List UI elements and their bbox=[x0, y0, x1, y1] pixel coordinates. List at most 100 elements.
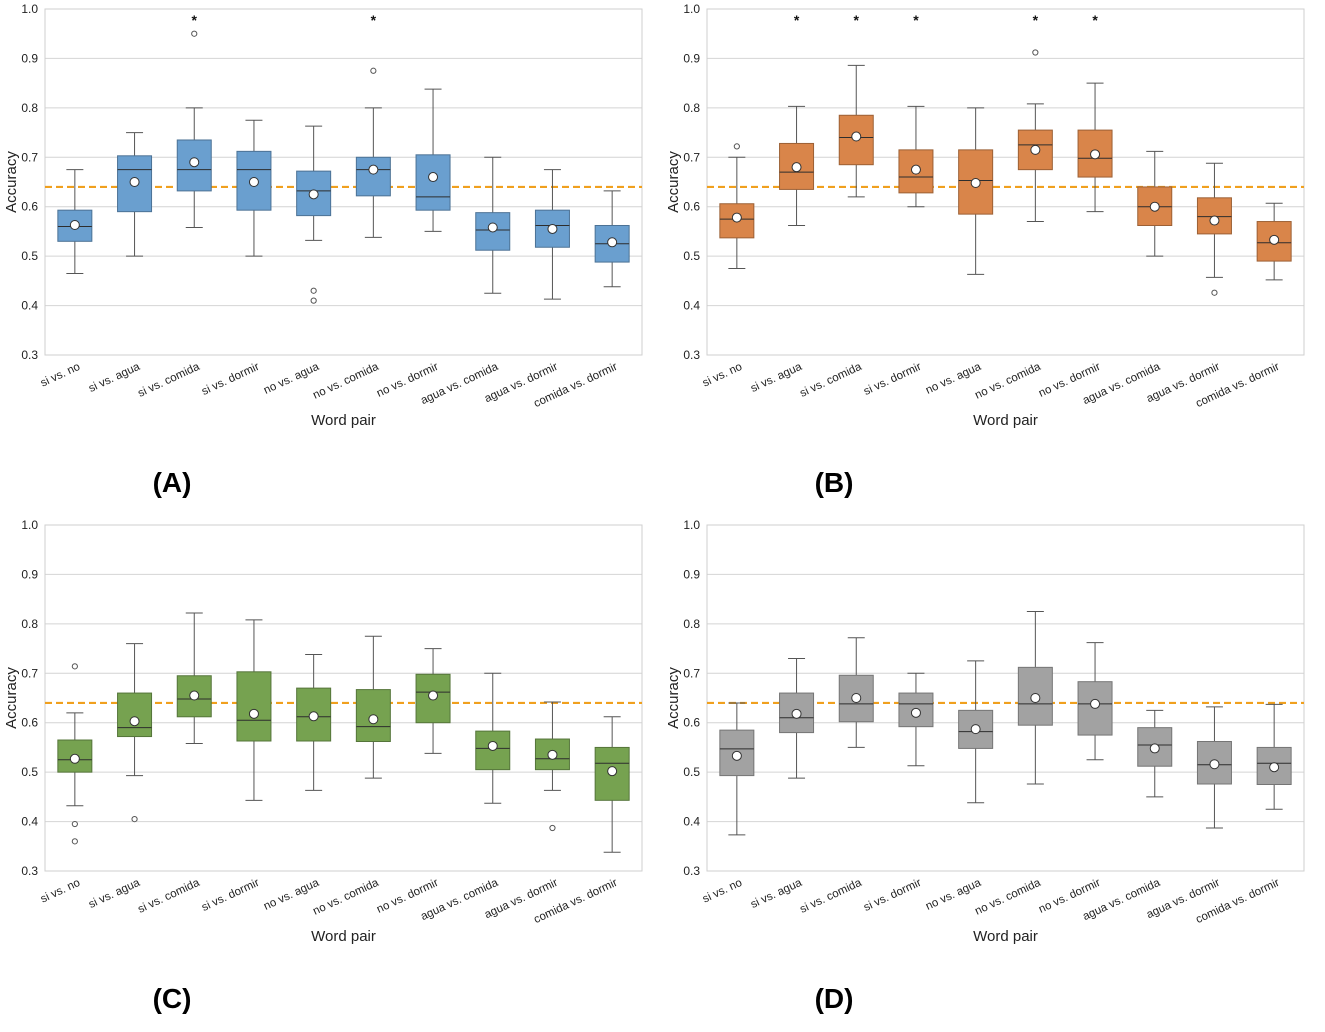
x-tick-label: no vs. comida bbox=[311, 877, 381, 918]
y-tick-label: 0.4 bbox=[683, 815, 700, 829]
x-tick-label: no vs. comida bbox=[311, 361, 381, 402]
plot-frame bbox=[44, 8, 643, 356]
outlier-point bbox=[191, 30, 198, 37]
x-tick-label: si vs. no bbox=[39, 877, 82, 906]
outlier-point bbox=[71, 820, 78, 828]
y-tick-label: 0.4 bbox=[21, 815, 38, 829]
mean-marker bbox=[1149, 743, 1160, 754]
mean-marker bbox=[547, 749, 558, 760]
plot-frame bbox=[706, 8, 1305, 356]
mean-marker bbox=[1030, 144, 1041, 155]
y-tick-label: 0.5 bbox=[683, 765, 700, 779]
mean-marker bbox=[368, 164, 379, 175]
mean-marker bbox=[1269, 762, 1280, 773]
y-axis-title: Accuracy bbox=[3, 667, 20, 729]
mean-marker bbox=[731, 750, 742, 761]
outlier-point bbox=[733, 143, 740, 150]
mean-marker bbox=[970, 177, 981, 188]
x-tick-label: si vs. dormir bbox=[200, 361, 261, 398]
y-tick-label: 0.5 bbox=[21, 249, 38, 263]
x-tick-label: si vs. comida bbox=[798, 361, 864, 400]
y-tick-label: 1.0 bbox=[683, 518, 700, 532]
y-tick-label: 0.7 bbox=[21, 150, 38, 164]
y-tick-label: 0.6 bbox=[683, 716, 700, 730]
y-tick-label: 0.9 bbox=[21, 51, 38, 65]
x-tick-label: si vs. no bbox=[701, 877, 744, 906]
mean-marker bbox=[69, 753, 80, 764]
y-tick-label: 0.9 bbox=[683, 51, 700, 65]
mean-marker bbox=[69, 220, 80, 231]
x-tick-label: si vs. agua bbox=[87, 361, 142, 395]
y-tick-label: 0.8 bbox=[21, 101, 38, 115]
y-tick-label: 1.0 bbox=[683, 2, 700, 16]
y-tick-label: 0.3 bbox=[683, 348, 700, 362]
mean-marker bbox=[129, 177, 140, 187]
box bbox=[415, 154, 451, 211]
panel-c: 0.30.40.50.60.70.80.91.0si vs. no si vs. … bbox=[3, 518, 643, 1014]
outlier-point bbox=[131, 816, 138, 823]
significance-marker: * bbox=[913, 12, 919, 28]
mean-marker bbox=[731, 212, 742, 223]
y-tick-label: 1.0 bbox=[21, 2, 38, 16]
x-tick-label: no vs. comida bbox=[973, 361, 1043, 402]
significance-marker: * bbox=[794, 12, 800, 28]
mean-marker bbox=[248, 708, 259, 719]
y-axis-title: Accuracy bbox=[665, 151, 682, 213]
mean-marker bbox=[910, 707, 921, 718]
y-tick-label: 0.6 bbox=[21, 716, 38, 730]
x-axis-title: Word pair bbox=[311, 928, 376, 945]
x-tick-label: si vs. no bbox=[39, 361, 82, 390]
box bbox=[779, 692, 815, 734]
mean-marker bbox=[1209, 215, 1220, 226]
mean-marker bbox=[487, 222, 498, 233]
y-tick-label: 0.6 bbox=[683, 200, 700, 214]
x-axis-title: Word pair bbox=[973, 928, 1038, 945]
significance-marker: * bbox=[371, 12, 377, 28]
mean-marker bbox=[248, 177, 259, 187]
y-tick-label: 0.7 bbox=[683, 150, 700, 164]
y-tick-label: 0.5 bbox=[683, 249, 700, 263]
box bbox=[236, 671, 272, 742]
y-tick-label: 0.8 bbox=[683, 101, 700, 115]
mean-marker bbox=[607, 237, 618, 248]
x-tick-label: si vs. dormir bbox=[200, 877, 261, 914]
mean-marker bbox=[547, 223, 558, 234]
mean-marker bbox=[1209, 759, 1220, 770]
mean-marker bbox=[1090, 149, 1101, 160]
y-tick-label: 0.4 bbox=[21, 299, 38, 313]
x-tick-label: si vs. dormir bbox=[862, 361, 923, 398]
mean-marker bbox=[851, 693, 862, 703]
box bbox=[779, 142, 815, 190]
y-tick-label: 0.9 bbox=[21, 567, 38, 581]
outlier-point bbox=[549, 824, 556, 832]
mean-marker bbox=[791, 162, 802, 173]
x-tick-label: si vs. dormir bbox=[862, 877, 923, 914]
panel-label: (C) bbox=[153, 983, 192, 1014]
mean-marker bbox=[1030, 693, 1041, 703]
mean-marker bbox=[791, 708, 802, 719]
box bbox=[117, 692, 153, 738]
mean-marker bbox=[308, 711, 319, 722]
y-tick-label: 0.6 bbox=[21, 200, 38, 214]
mean-marker bbox=[189, 157, 200, 168]
mean-marker bbox=[308, 189, 319, 200]
significance-marker: * bbox=[192, 12, 198, 28]
x-tick-label: si vs. agua bbox=[749, 877, 804, 911]
x-tick-label: si vs. comida bbox=[136, 361, 202, 400]
x-axis-title: Word pair bbox=[311, 412, 376, 429]
panel-b: 0.3 0.4 0.5 0.6 0.7 0.8 0.9 1.0 si vs. no * si vs.… bbox=[665, 2, 1305, 498]
mean-marker bbox=[851, 131, 862, 142]
outlier-point bbox=[71, 838, 78, 845]
y-tick-label: 0.9 bbox=[683, 567, 700, 581]
significance-marker: * bbox=[1033, 12, 1039, 28]
panel-a: 0.30.40.50.60.70.80.91.0si vs. no si vs. … bbox=[3, 2, 643, 498]
mean-marker bbox=[1090, 698, 1101, 709]
mean-marker bbox=[428, 172, 439, 183]
mean-marker bbox=[368, 714, 379, 725]
mean-marker bbox=[487, 740, 498, 751]
plot-frame bbox=[706, 524, 1305, 872]
plot-frame bbox=[44, 524, 643, 872]
mean-marker bbox=[910, 164, 921, 175]
box bbox=[1256, 746, 1292, 786]
